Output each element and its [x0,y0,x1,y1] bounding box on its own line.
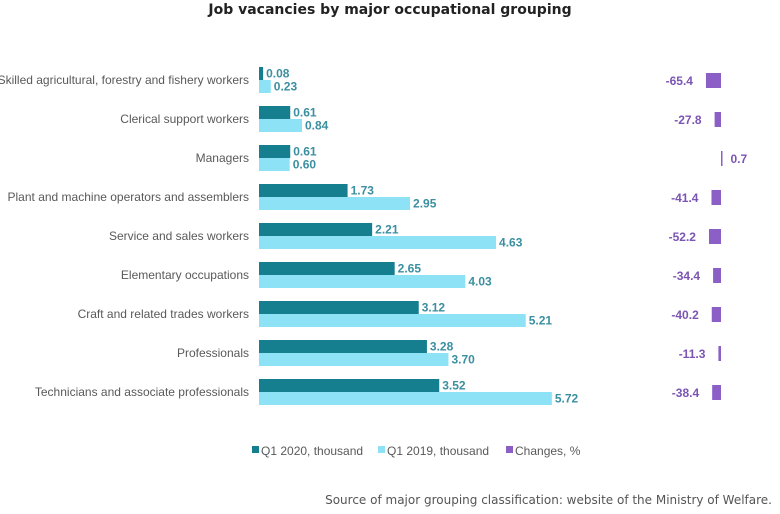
bar-q1-2020 [259,223,373,236]
legend-swatch [378,446,385,453]
category-label: Managers [196,151,249,165]
data-label-change-percent: -65.4 [666,74,694,88]
category-label: Service and sales workers [109,229,249,243]
bar-q1-2020 [259,184,348,197]
category-label: Technicians and associate professionals [35,385,249,399]
bar-q1-2020 [259,301,419,314]
data-label-change-percent: -52.2 [669,230,697,244]
bar-q1-2019 [259,314,526,327]
data-label-change-percent: -27.8 [674,113,702,127]
bar-change-percent [714,112,721,127]
data-label-q1-2020: 3.28 [430,340,454,354]
bar-change-percent [711,190,721,205]
bar-q1-2019 [259,236,497,249]
bar-q1-2020 [259,340,427,353]
data-label-change-percent: -34.4 [673,269,701,283]
bar-q1-2019 [259,158,290,171]
data-label-q1-2019: 3.70 [451,353,475,367]
bar-change-percent [721,151,723,166]
bar-q1-2020 [259,106,291,119]
data-label-change-percent: -40.2 [671,308,699,322]
data-label-q1-2020: 1.73 [351,184,375,198]
legend-swatch [506,446,513,453]
data-label-q1-2019: 4.03 [468,275,492,289]
data-label-q1-2019: 5.72 [555,392,579,406]
bar-change-percent [711,307,721,322]
bar-change-percent [712,385,721,400]
category-label: Skilled agricultural, forestry and fishe… [0,73,249,87]
data-label-q1-2019: 0.84 [305,119,329,133]
category-label: Elementary occupations [121,268,249,282]
category-label: Craft and related trades workers [78,307,249,321]
data-label-q1-2020: 0.61 [293,106,317,120]
legend-swatch [252,446,259,453]
category-label: Plant and machine operators and assemble… [8,190,249,204]
chart-title: Job vacancies by major occupational grou… [208,2,572,18]
legend-label: Q1 2020, thousand [261,444,363,458]
data-label-q1-2020: 0.61 [293,145,317,159]
bar-q1-2019 [259,80,271,93]
data-label-q1-2020: 3.12 [422,301,446,315]
data-label-q1-2019: 0.23 [274,80,298,94]
legend-label: Q1 2019, thousand [387,444,489,458]
bar-change-percent [718,346,721,361]
data-label-q1-2019: 0.60 [293,158,317,172]
data-label-change-percent: -41.4 [671,191,699,205]
bar-change-percent [708,229,721,244]
data-label-q1-2020: 3.52 [442,379,466,393]
data-label-q1-2019: 5.21 [529,314,553,328]
bar-q1-2019 [259,353,449,366]
data-label-q1-2020: 2.21 [375,223,399,237]
bar-q1-2020 [259,262,395,275]
data-label-change-percent: -11.3 [679,347,706,361]
legend-label: Changes, % [515,444,581,458]
data-label-q1-2019: 2.95 [413,197,437,211]
bar-q1-2019 [259,119,303,132]
data-label-change-percent: 0.7 [731,152,748,166]
source-note: Source of major grouping classification:… [325,493,772,507]
bar-q1-2019 [259,392,552,405]
data-label-change-percent: -38.4 [672,386,700,400]
data-label-q1-2020: 2.65 [398,262,422,276]
bar-q1-2020 [259,145,291,158]
bar-q1-2019 [259,275,466,288]
bar-change-percent [713,268,721,283]
category-label: Clerical support workers [120,112,249,126]
bar-q1-2019 [259,197,411,210]
bar-q1-2020 [259,67,264,80]
category-label: Professionals [177,346,249,360]
bar-change-percent [705,73,721,88]
data-label-q1-2019: 4.63 [499,236,523,250]
data-label-q1-2020: 0.08 [266,67,290,81]
bar-q1-2020 [259,379,440,392]
